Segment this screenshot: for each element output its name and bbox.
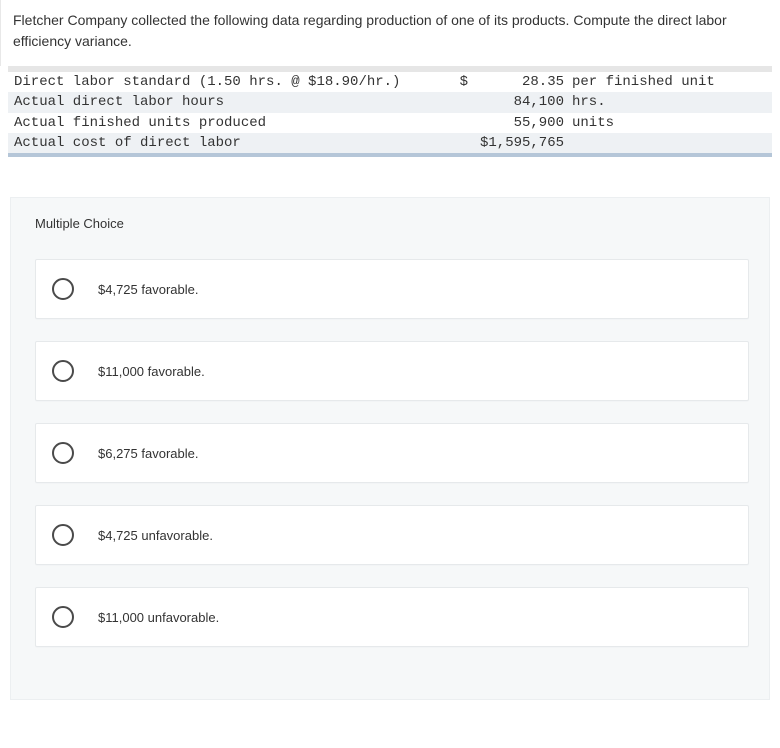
- row-label: Actual finished units produced: [8, 113, 448, 133]
- radio-icon[interactable]: [52, 524, 74, 546]
- choice-option[interactable]: $4,725 favorable.: [35, 259, 749, 319]
- row-value: $1,595,765: [468, 133, 568, 153]
- choice-option[interactable]: $4,725 unfavorable.: [35, 505, 749, 565]
- table-row: Actual cost of direct labor $1,595,765: [8, 133, 772, 153]
- radio-icon[interactable]: [52, 278, 74, 300]
- row-unit: [568, 133, 772, 153]
- table-row: Actual direct labor hours 84,100 hrs.: [8, 92, 772, 112]
- row-currency-symbol: $: [448, 72, 468, 92]
- choice-label: $6,275 favorable.: [98, 446, 198, 461]
- question-prompt: Fletcher Company collected the following…: [0, 0, 780, 66]
- row-unit: units: [568, 113, 772, 133]
- row-label: Actual direct labor hours: [8, 92, 448, 112]
- radio-icon[interactable]: [52, 360, 74, 382]
- choice-label: $4,725 favorable.: [98, 282, 198, 297]
- radio-icon[interactable]: [52, 606, 74, 628]
- choice-option[interactable]: $6,275 favorable.: [35, 423, 749, 483]
- table-row: Actual finished units produced 55,900 un…: [8, 113, 772, 133]
- row-currency-symbol: [448, 113, 468, 133]
- row-value: 55,900: [468, 113, 568, 133]
- row-value: 84,100: [468, 92, 568, 112]
- multiple-choice-section: Multiple Choice $4,725 favorable. $11,00…: [10, 197, 770, 700]
- row-unit: hrs.: [568, 92, 772, 112]
- row-label: Actual cost of direct labor: [8, 133, 448, 153]
- choice-option[interactable]: $11,000 favorable.: [35, 341, 749, 401]
- table-row: Direct labor standard (1.50 hrs. @ $18.9…: [8, 72, 772, 92]
- choice-option[interactable]: $11,000 unfavorable.: [35, 587, 749, 647]
- choice-label: $11,000 favorable.: [98, 364, 205, 379]
- question-text: Fletcher Company collected the following…: [13, 12, 727, 49]
- multiple-choice-title: Multiple Choice: [35, 216, 749, 231]
- row-currency-symbol: [448, 133, 468, 153]
- row-unit: per finished unit: [568, 72, 772, 92]
- row-currency-symbol: [448, 92, 468, 112]
- radio-icon[interactable]: [52, 442, 74, 464]
- choice-label: $11,000 unfavorable.: [98, 610, 219, 625]
- table-bottom-bar: [8, 153, 772, 157]
- choice-label: $4,725 unfavorable.: [98, 528, 213, 543]
- row-value: 28.35: [468, 72, 568, 92]
- row-label: Direct labor standard (1.50 hrs. @ $18.9…: [8, 72, 448, 92]
- data-table: Direct labor standard (1.50 hrs. @ $18.9…: [0, 66, 780, 157]
